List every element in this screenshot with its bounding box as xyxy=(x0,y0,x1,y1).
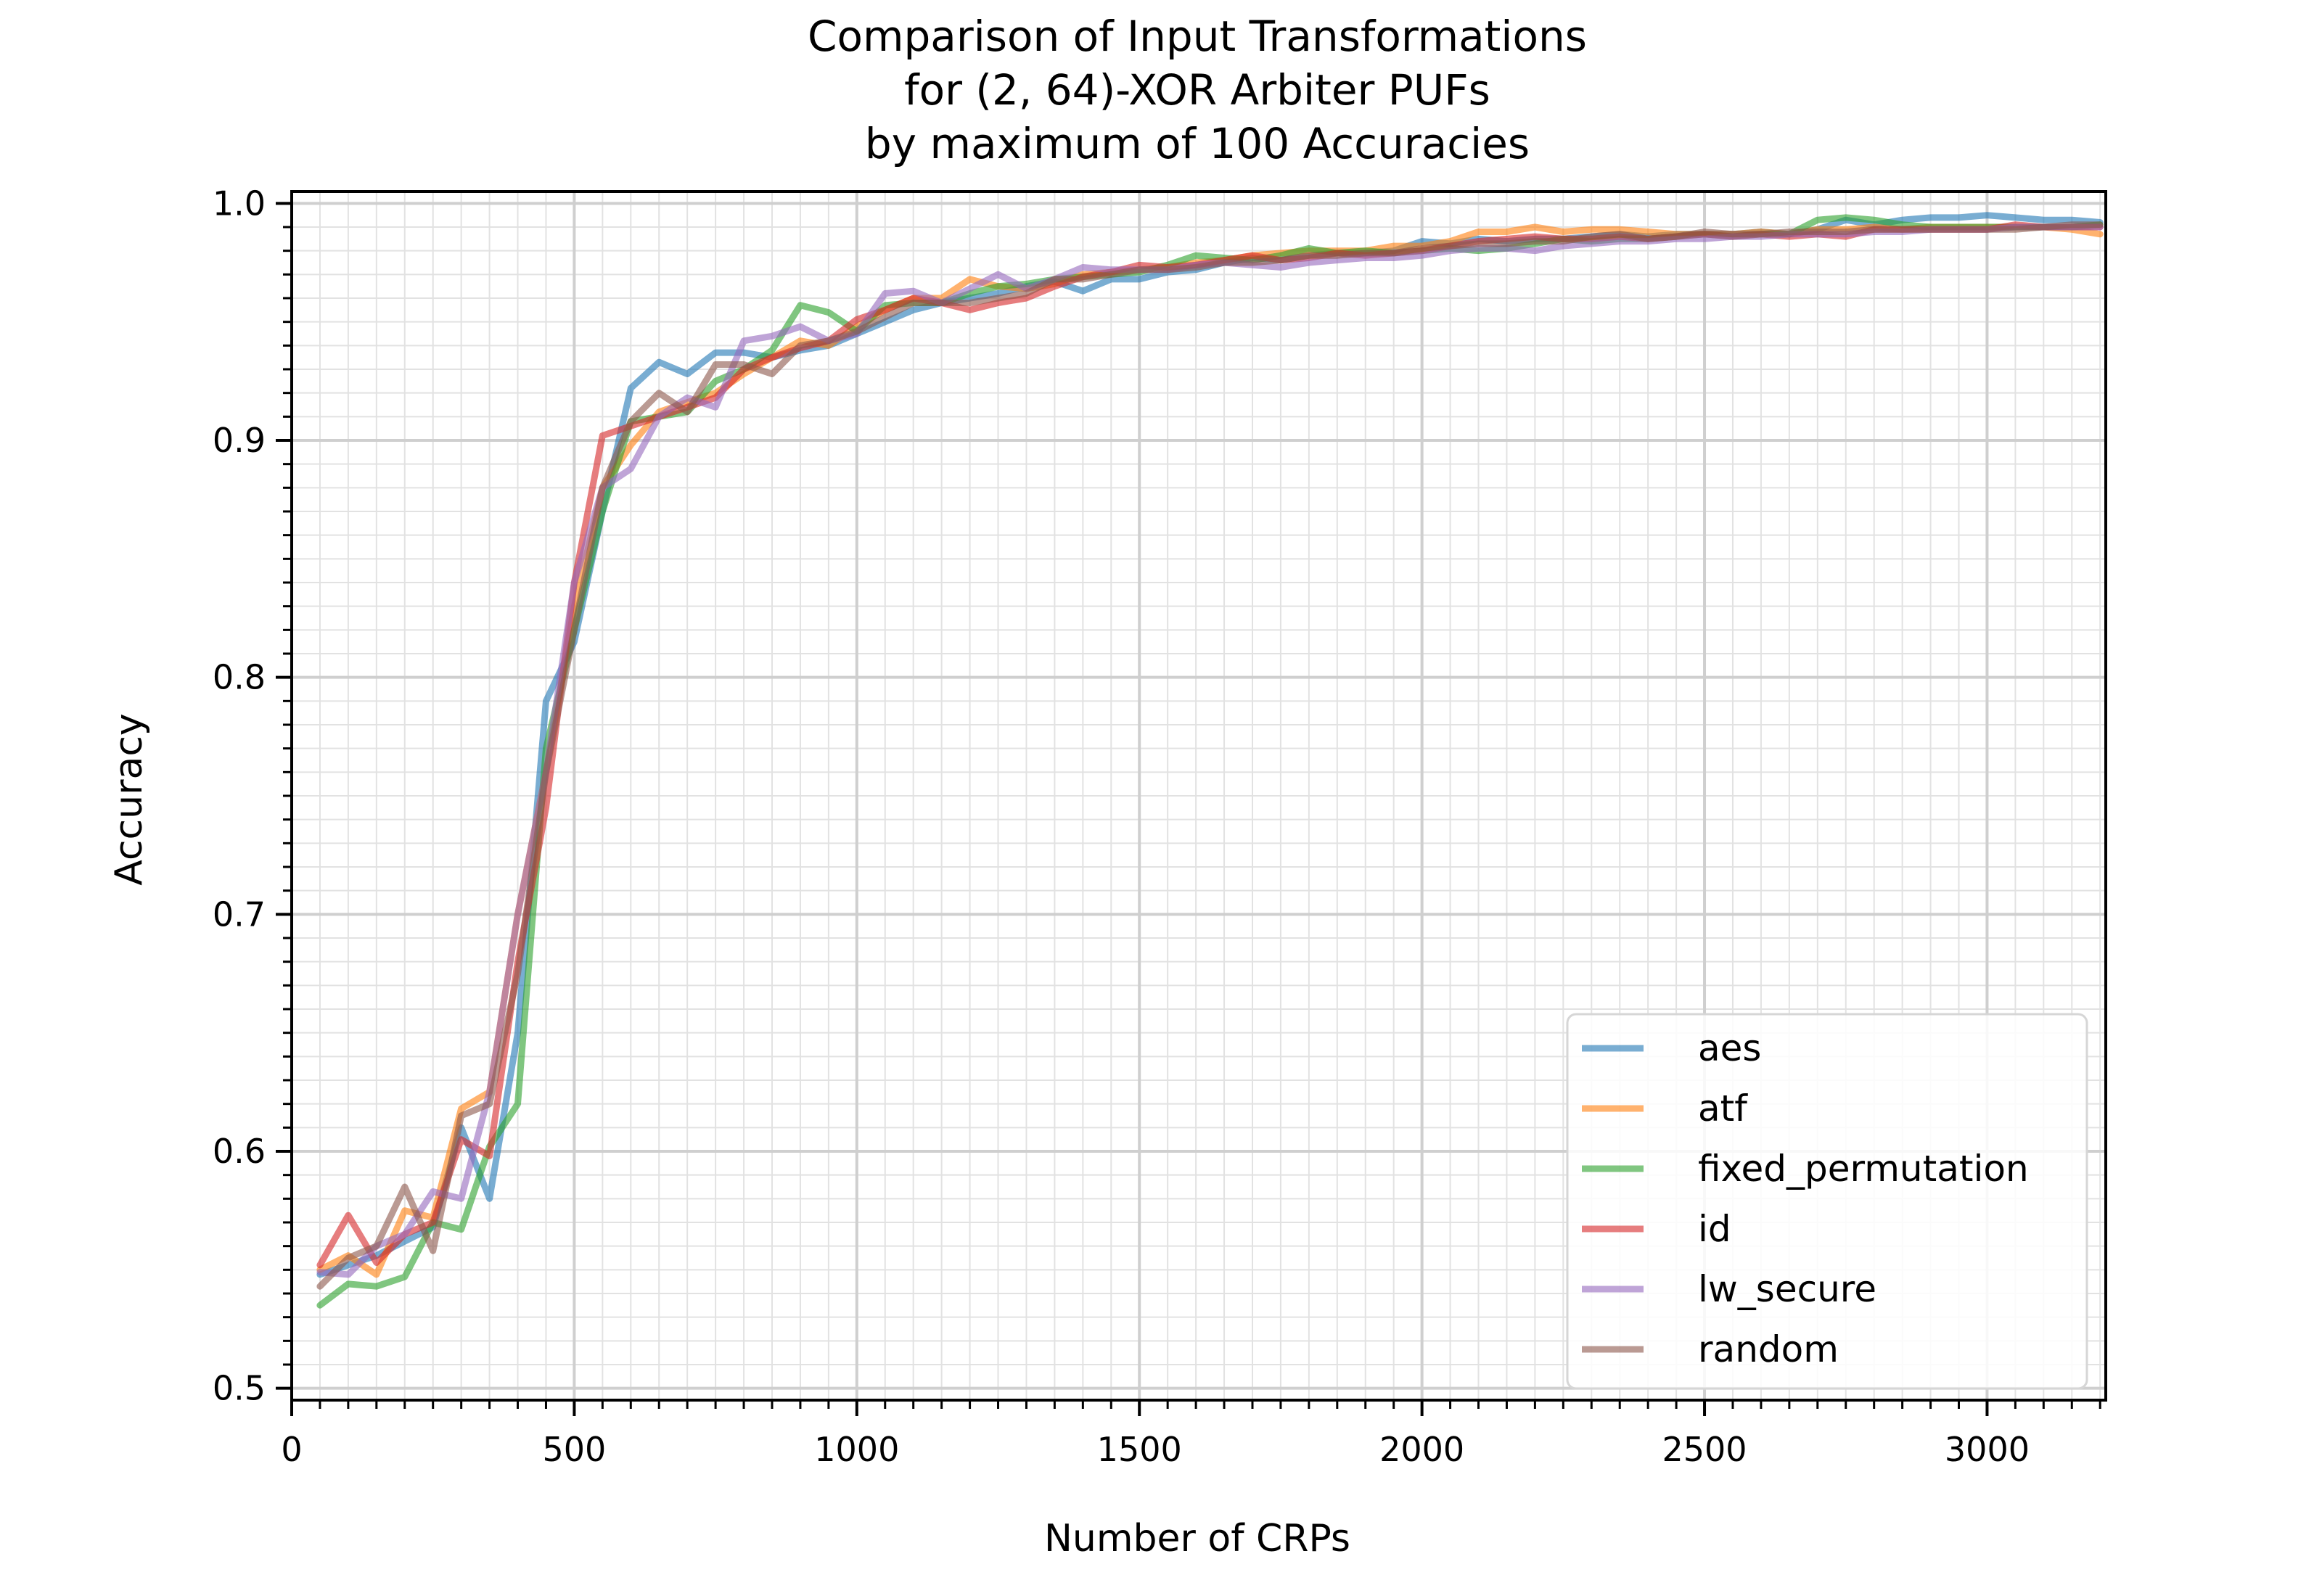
chart-title-line-1: Comparison of Input Transformations xyxy=(808,12,1587,61)
y-tick-label: 0.7 xyxy=(213,894,266,934)
y-tick-label: 1.0 xyxy=(213,184,266,223)
legend-label-atf: atf xyxy=(1698,1087,1748,1130)
series-line-random xyxy=(316,221,2104,1290)
x-tick-label: 2500 xyxy=(1662,1430,1747,1469)
x-tick-label: 1500 xyxy=(1097,1430,1182,1469)
x-tick-label: 2000 xyxy=(1379,1430,1464,1469)
legend-label-aes: aes xyxy=(1698,1027,1761,1069)
series-lines xyxy=(316,212,2104,1309)
y-tick-label: 0.6 xyxy=(213,1132,266,1171)
x-tick-label: 0 xyxy=(281,1430,302,1469)
legend-label-id: id xyxy=(1698,1208,1731,1250)
chart-title-line-3: by maximum of 100 Accuracies xyxy=(865,119,1530,168)
chart-title-line-2: for (2, 64)-XOR Arbiter PUFs xyxy=(904,65,1490,115)
series-line-fixed-permutation xyxy=(316,214,2104,1309)
y-axis-ticks: 0.5 0.6 0.7 0.8 0.9 1.0 xyxy=(213,184,292,1408)
legend-label-random: random xyxy=(1698,1328,1839,1370)
legend-frame xyxy=(1566,1013,2088,1390)
y-axis-label: Accuracy xyxy=(107,713,151,885)
legend-label-fixed-permutation: fixed_permutation xyxy=(1698,1148,2029,1190)
x-tick-label: 1000 xyxy=(814,1430,899,1469)
x-tick-label: 3000 xyxy=(1945,1430,2030,1469)
y-tick-label: 0.9 xyxy=(213,421,266,460)
y-tick-label: 0.8 xyxy=(213,658,266,697)
x-tick-label: 500 xyxy=(543,1430,607,1469)
y-tick-label: 0.5 xyxy=(213,1369,266,1408)
x-axis-label: Number of CRPs xyxy=(1044,1517,1350,1560)
minor-gridlines xyxy=(292,192,2106,1400)
legend-label-lw-secure: lw_secure xyxy=(1698,1268,1876,1310)
x-axis-ticks: 0 500 1000 1500 2000 2500 3000 xyxy=(281,1400,2101,1469)
